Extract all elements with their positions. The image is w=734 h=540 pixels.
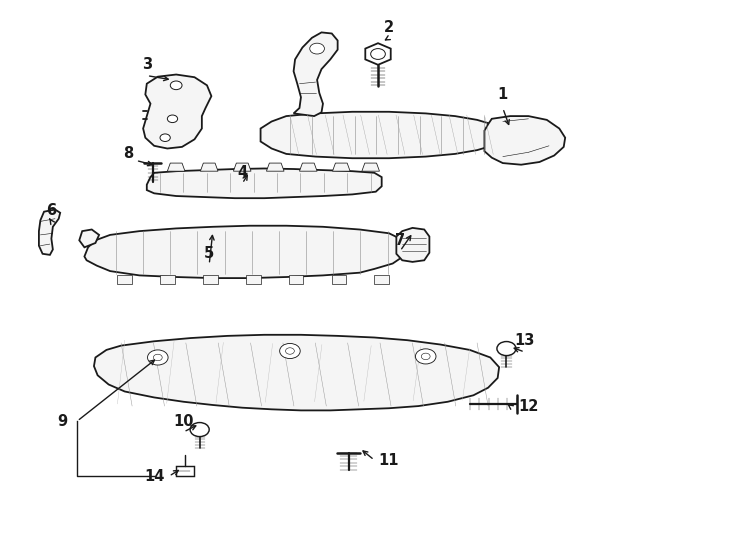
Polygon shape: [266, 163, 284, 171]
Polygon shape: [39, 210, 60, 255]
Text: 11: 11: [379, 453, 399, 468]
Polygon shape: [176, 466, 194, 476]
Circle shape: [421, 353, 430, 360]
Circle shape: [415, 349, 436, 364]
Text: 7: 7: [395, 233, 405, 248]
Polygon shape: [332, 275, 346, 284]
Text: 8: 8: [123, 146, 134, 161]
Text: 2: 2: [384, 19, 394, 35]
Polygon shape: [299, 163, 317, 171]
Circle shape: [280, 343, 300, 359]
Polygon shape: [333, 163, 350, 171]
Circle shape: [167, 115, 178, 123]
Circle shape: [190, 422, 209, 436]
Circle shape: [170, 81, 182, 90]
Polygon shape: [246, 275, 261, 284]
Polygon shape: [362, 163, 379, 171]
Text: 9: 9: [57, 414, 68, 429]
Polygon shape: [94, 335, 499, 410]
Text: 6: 6: [46, 203, 57, 218]
Polygon shape: [366, 43, 390, 65]
Polygon shape: [203, 275, 218, 284]
Text: 4: 4: [237, 165, 247, 180]
Polygon shape: [484, 116, 565, 165]
Circle shape: [310, 43, 324, 54]
Polygon shape: [396, 228, 429, 262]
Text: 1: 1: [498, 87, 508, 102]
Polygon shape: [147, 168, 382, 198]
Polygon shape: [84, 226, 406, 278]
Text: 13: 13: [515, 333, 535, 348]
Polygon shape: [160, 275, 175, 284]
Text: 12: 12: [518, 399, 539, 414]
Polygon shape: [402, 244, 422, 260]
Text: 5: 5: [204, 246, 214, 261]
Text: 3: 3: [142, 57, 152, 72]
Polygon shape: [200, 163, 218, 171]
Polygon shape: [288, 275, 303, 284]
Circle shape: [371, 49, 385, 59]
Circle shape: [160, 134, 170, 141]
Circle shape: [497, 341, 516, 356]
Text: 10: 10: [173, 414, 194, 429]
Polygon shape: [294, 32, 338, 116]
Circle shape: [153, 354, 162, 361]
Circle shape: [148, 350, 168, 365]
Polygon shape: [167, 163, 185, 171]
Text: 14: 14: [144, 469, 164, 484]
Polygon shape: [233, 163, 251, 171]
Polygon shape: [261, 112, 499, 158]
Polygon shape: [143, 75, 211, 148]
Polygon shape: [117, 275, 132, 284]
Polygon shape: [79, 230, 99, 247]
Polygon shape: [374, 275, 389, 284]
Circle shape: [286, 348, 294, 354]
